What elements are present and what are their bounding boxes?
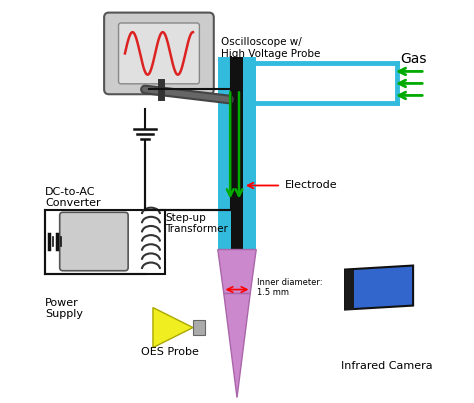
Bar: [45, 210, 165, 274]
Bar: [218, 57, 231, 249]
Text: Oscilloscope w/
High Voltage Probe: Oscilloscope w/ High Voltage Probe: [221, 37, 320, 59]
Bar: [243, 57, 256, 249]
Polygon shape: [345, 266, 413, 310]
Polygon shape: [218, 249, 256, 293]
FancyBboxPatch shape: [60, 212, 128, 271]
Text: Step-up
Transformer: Step-up Transformer: [165, 213, 228, 234]
Text: Electrode: Electrode: [285, 181, 337, 191]
Text: Infrared Camera: Infrared Camera: [341, 361, 433, 371]
Text: Gas: Gas: [400, 52, 426, 66]
Text: DC-to-AC
Converter: DC-to-AC Converter: [45, 187, 100, 208]
Bar: [345, 270, 354, 310]
Text: Inner diameter:
1.5 mm: Inner diameter: 1.5 mm: [257, 278, 322, 297]
Polygon shape: [224, 293, 250, 398]
Bar: [193, 320, 205, 335]
Text: Power
Supply: Power Supply: [45, 297, 83, 319]
Bar: [231, 57, 243, 249]
Text: OES Probe: OES Probe: [141, 347, 199, 357]
Polygon shape: [153, 307, 193, 347]
FancyBboxPatch shape: [104, 12, 214, 94]
FancyBboxPatch shape: [118, 23, 200, 84]
Polygon shape: [229, 95, 245, 104]
